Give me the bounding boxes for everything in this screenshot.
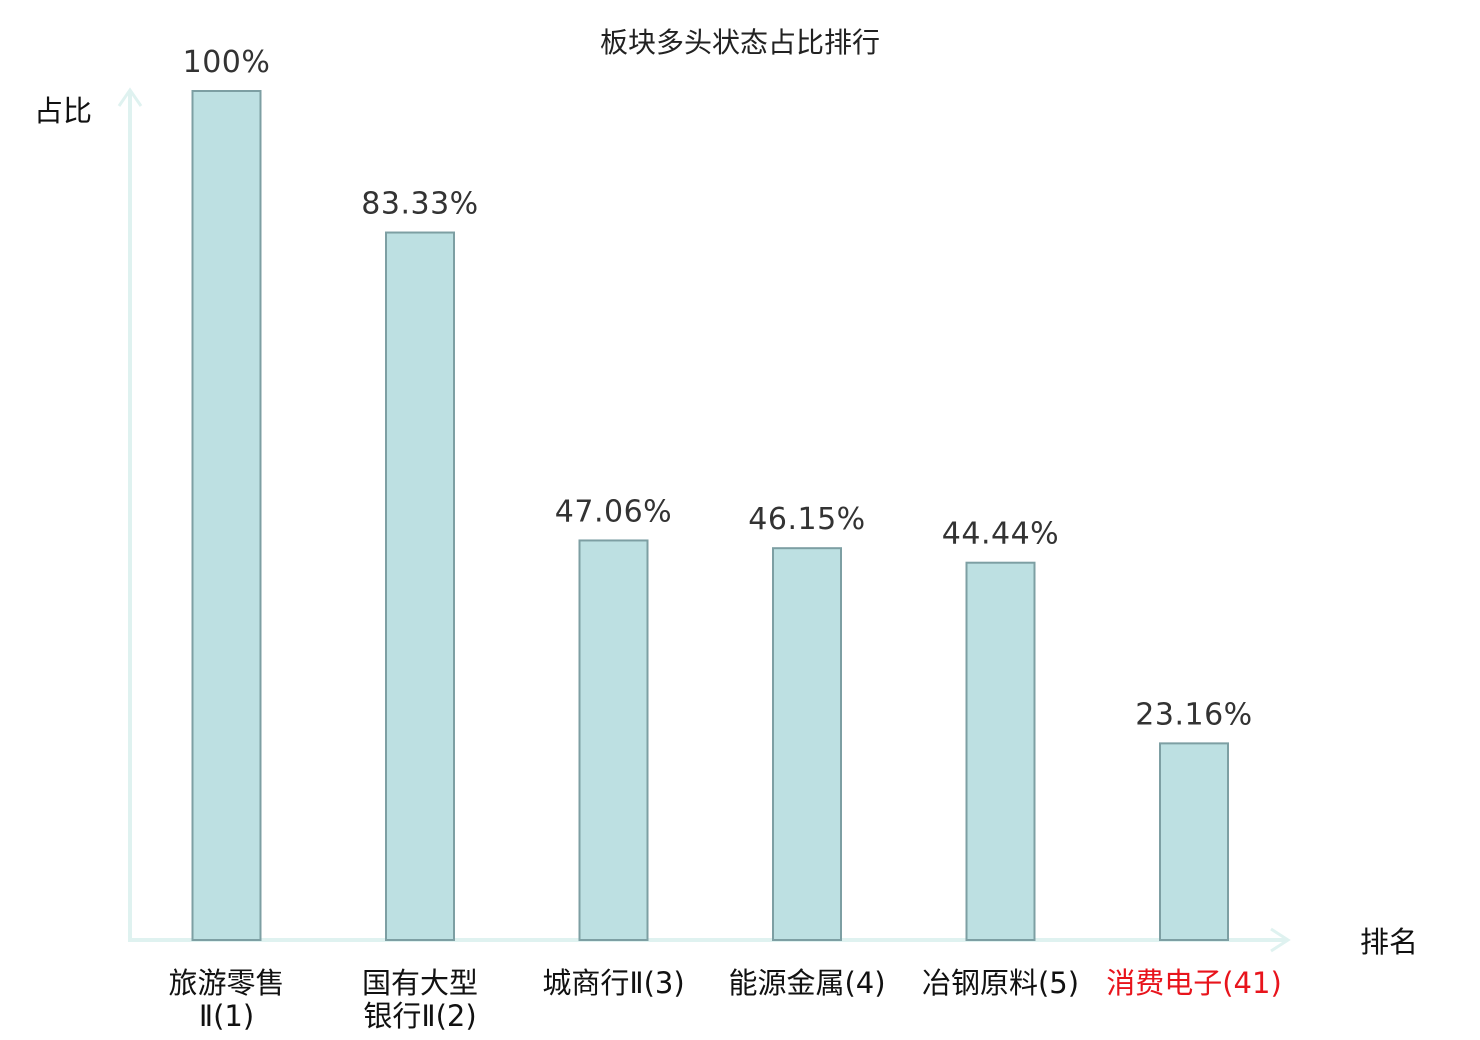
category-label-1-line-1: 旅游零售 [168,966,284,1000]
x-axis-label: 排名 [1360,925,1418,959]
x-axis: 排名 [128,925,1418,959]
value-labels-group: 100% 83.33% 47.06% 46.15% 44.44% 23.16% [183,45,1253,732]
bar-3 [578,539,649,941]
y-axis-arrow-icon [117,87,143,107]
category-label-3-line-1: 城商行Ⅱ(3) [542,966,684,1000]
value-label-3: 47.06% [555,494,672,529]
y-axis: 占比 [34,87,143,940]
bar-1 [191,90,262,941]
category-label-1-line-2: Ⅱ(1) [199,999,254,1033]
category-label-5-line-1: 冶钢原料(5) [922,966,1079,1000]
value-label-1: 100% [183,45,271,80]
bar-6 [1159,742,1229,941]
category-label-2-line-2: 银行Ⅱ(2) [363,999,476,1033]
chart-title: 板块多头状态占比排行 [600,26,880,59]
bars-group [191,90,1229,942]
category-label-4-line-1: 能源金属(4) [728,966,885,1000]
value-label-6: 23.16% [1135,697,1252,732]
bar-4 [772,547,842,942]
value-label-5: 44.44% [942,517,1059,552]
category-label-2-line-1: 国有大型 [362,966,478,1000]
bar-2 [385,231,455,941]
value-label-4: 46.15% [748,502,865,537]
bar-5 [965,561,1036,941]
y-axis-label: 占比 [34,94,92,128]
value-label-2: 83.33% [361,187,478,222]
x-axis-arrow-icon [1270,927,1291,953]
category-label-6-line-1: 消费电子(41) [1106,966,1282,1000]
